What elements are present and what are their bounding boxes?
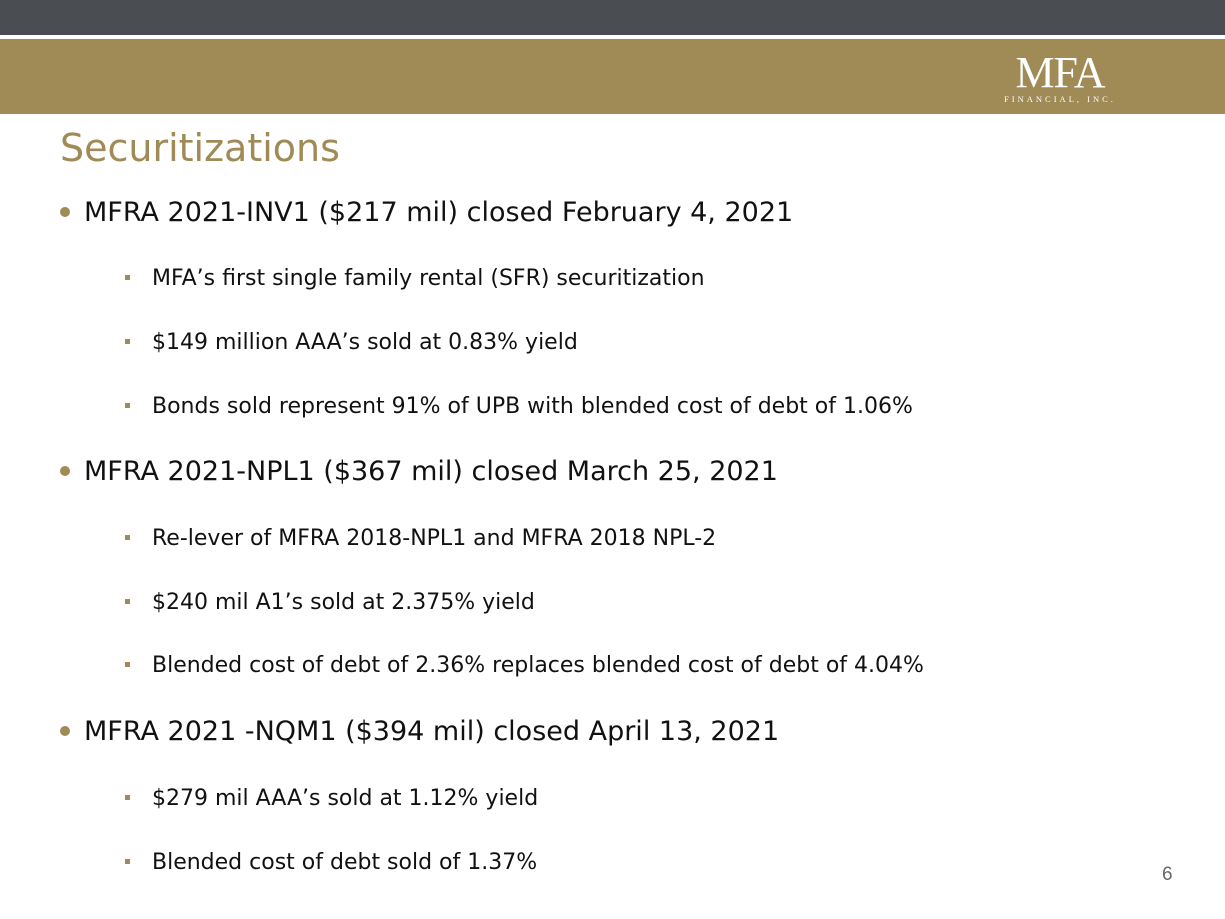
sub-bullet-item: $279 mil AAA’s sold at 1.12% yield	[125, 784, 538, 814]
square-bullet-icon	[125, 338, 130, 344]
sub-bullet-text: $149 million AAA’s sold at 0.83% yield	[152, 330, 578, 355]
sub-bullet-item: Bonds sold represent 91% of UPB with ble…	[125, 392, 913, 422]
square-bullet-icon	[125, 274, 130, 280]
sub-bullet-item: MFA’s first single family rental (SFR) s…	[125, 264, 705, 294]
divider-line	[0, 35, 1225, 39]
logo-sub-text: FINANCIAL, INC.	[1004, 94, 1116, 104]
sub-bullet-text: Blended cost of debt of 2.36% replaces b…	[152, 653, 924, 678]
sub-bullet-text: $279 mil AAA’s sold at 1.12% yield	[152, 786, 539, 811]
sub-bullet-text: $240 mil A1’s sold at 2.375% yield	[152, 590, 535, 615]
logo-main-text: MFA	[1015, 48, 1105, 97]
slide-title: Securitizations	[60, 126, 340, 170]
bullet-dot-icon	[60, 465, 70, 476]
bullet-dot-icon	[60, 725, 70, 736]
bullet-text: MFRA 2021-INV1 ($217 mil) closed Februar…	[84, 197, 794, 228]
bullet-item: MFRA 2021-INV1 ($217 mil) closed Februar…	[60, 195, 793, 231]
sub-bullet-text: Blended cost of debt sold of 1.37%	[152, 850, 538, 875]
header-band	[0, 39, 1225, 114]
sub-bullet-item: $240 mil A1’s sold at 2.375% yield	[125, 588, 535, 618]
sub-bullet-text: MFA’s first single family rental (SFR) s…	[152, 266, 705, 291]
bullet-item: MFRA 2021-NPL1 ($367 mil) closed March 2…	[60, 454, 778, 490]
square-bullet-icon	[125, 794, 130, 800]
square-bullet-icon	[125, 534, 130, 540]
square-bullet-icon	[125, 858, 130, 864]
bullet-text: MFRA 2021-NPL1 ($367 mil) closed March 2…	[84, 456, 778, 487]
sub-bullet-item: Blended cost of debt sold of 1.37%	[125, 848, 537, 878]
sub-bullet-item: Re-lever of MFRA 2018-NPL1 and MFRA 2018…	[125, 524, 716, 554]
square-bullet-icon	[125, 598, 130, 604]
sub-bullet-item: $149 million AAA’s sold at 0.83% yield	[125, 328, 578, 358]
top-bar	[0, 0, 1225, 35]
bullet-text: MFRA 2021 -NQM1 ($394 mil) closed April …	[84, 716, 780, 747]
company-logo: MFA FINANCIAL, INC.	[1003, 48, 1117, 105]
sub-bullet-item: Blended cost of debt of 2.36% replaces b…	[125, 651, 924, 681]
bullet-dot-icon	[60, 206, 70, 217]
page-number: 6	[1162, 864, 1173, 885]
square-bullet-icon	[125, 661, 130, 667]
square-bullet-icon	[125, 402, 130, 408]
sub-bullet-text: Re-lever of MFRA 2018-NPL1 and MFRA 2018…	[152, 526, 717, 551]
sub-bullet-text: Bonds sold represent 91% of UPB with ble…	[152, 394, 913, 419]
bullet-item: MFRA 2021 -NQM1 ($394 mil) closed April …	[60, 714, 779, 750]
